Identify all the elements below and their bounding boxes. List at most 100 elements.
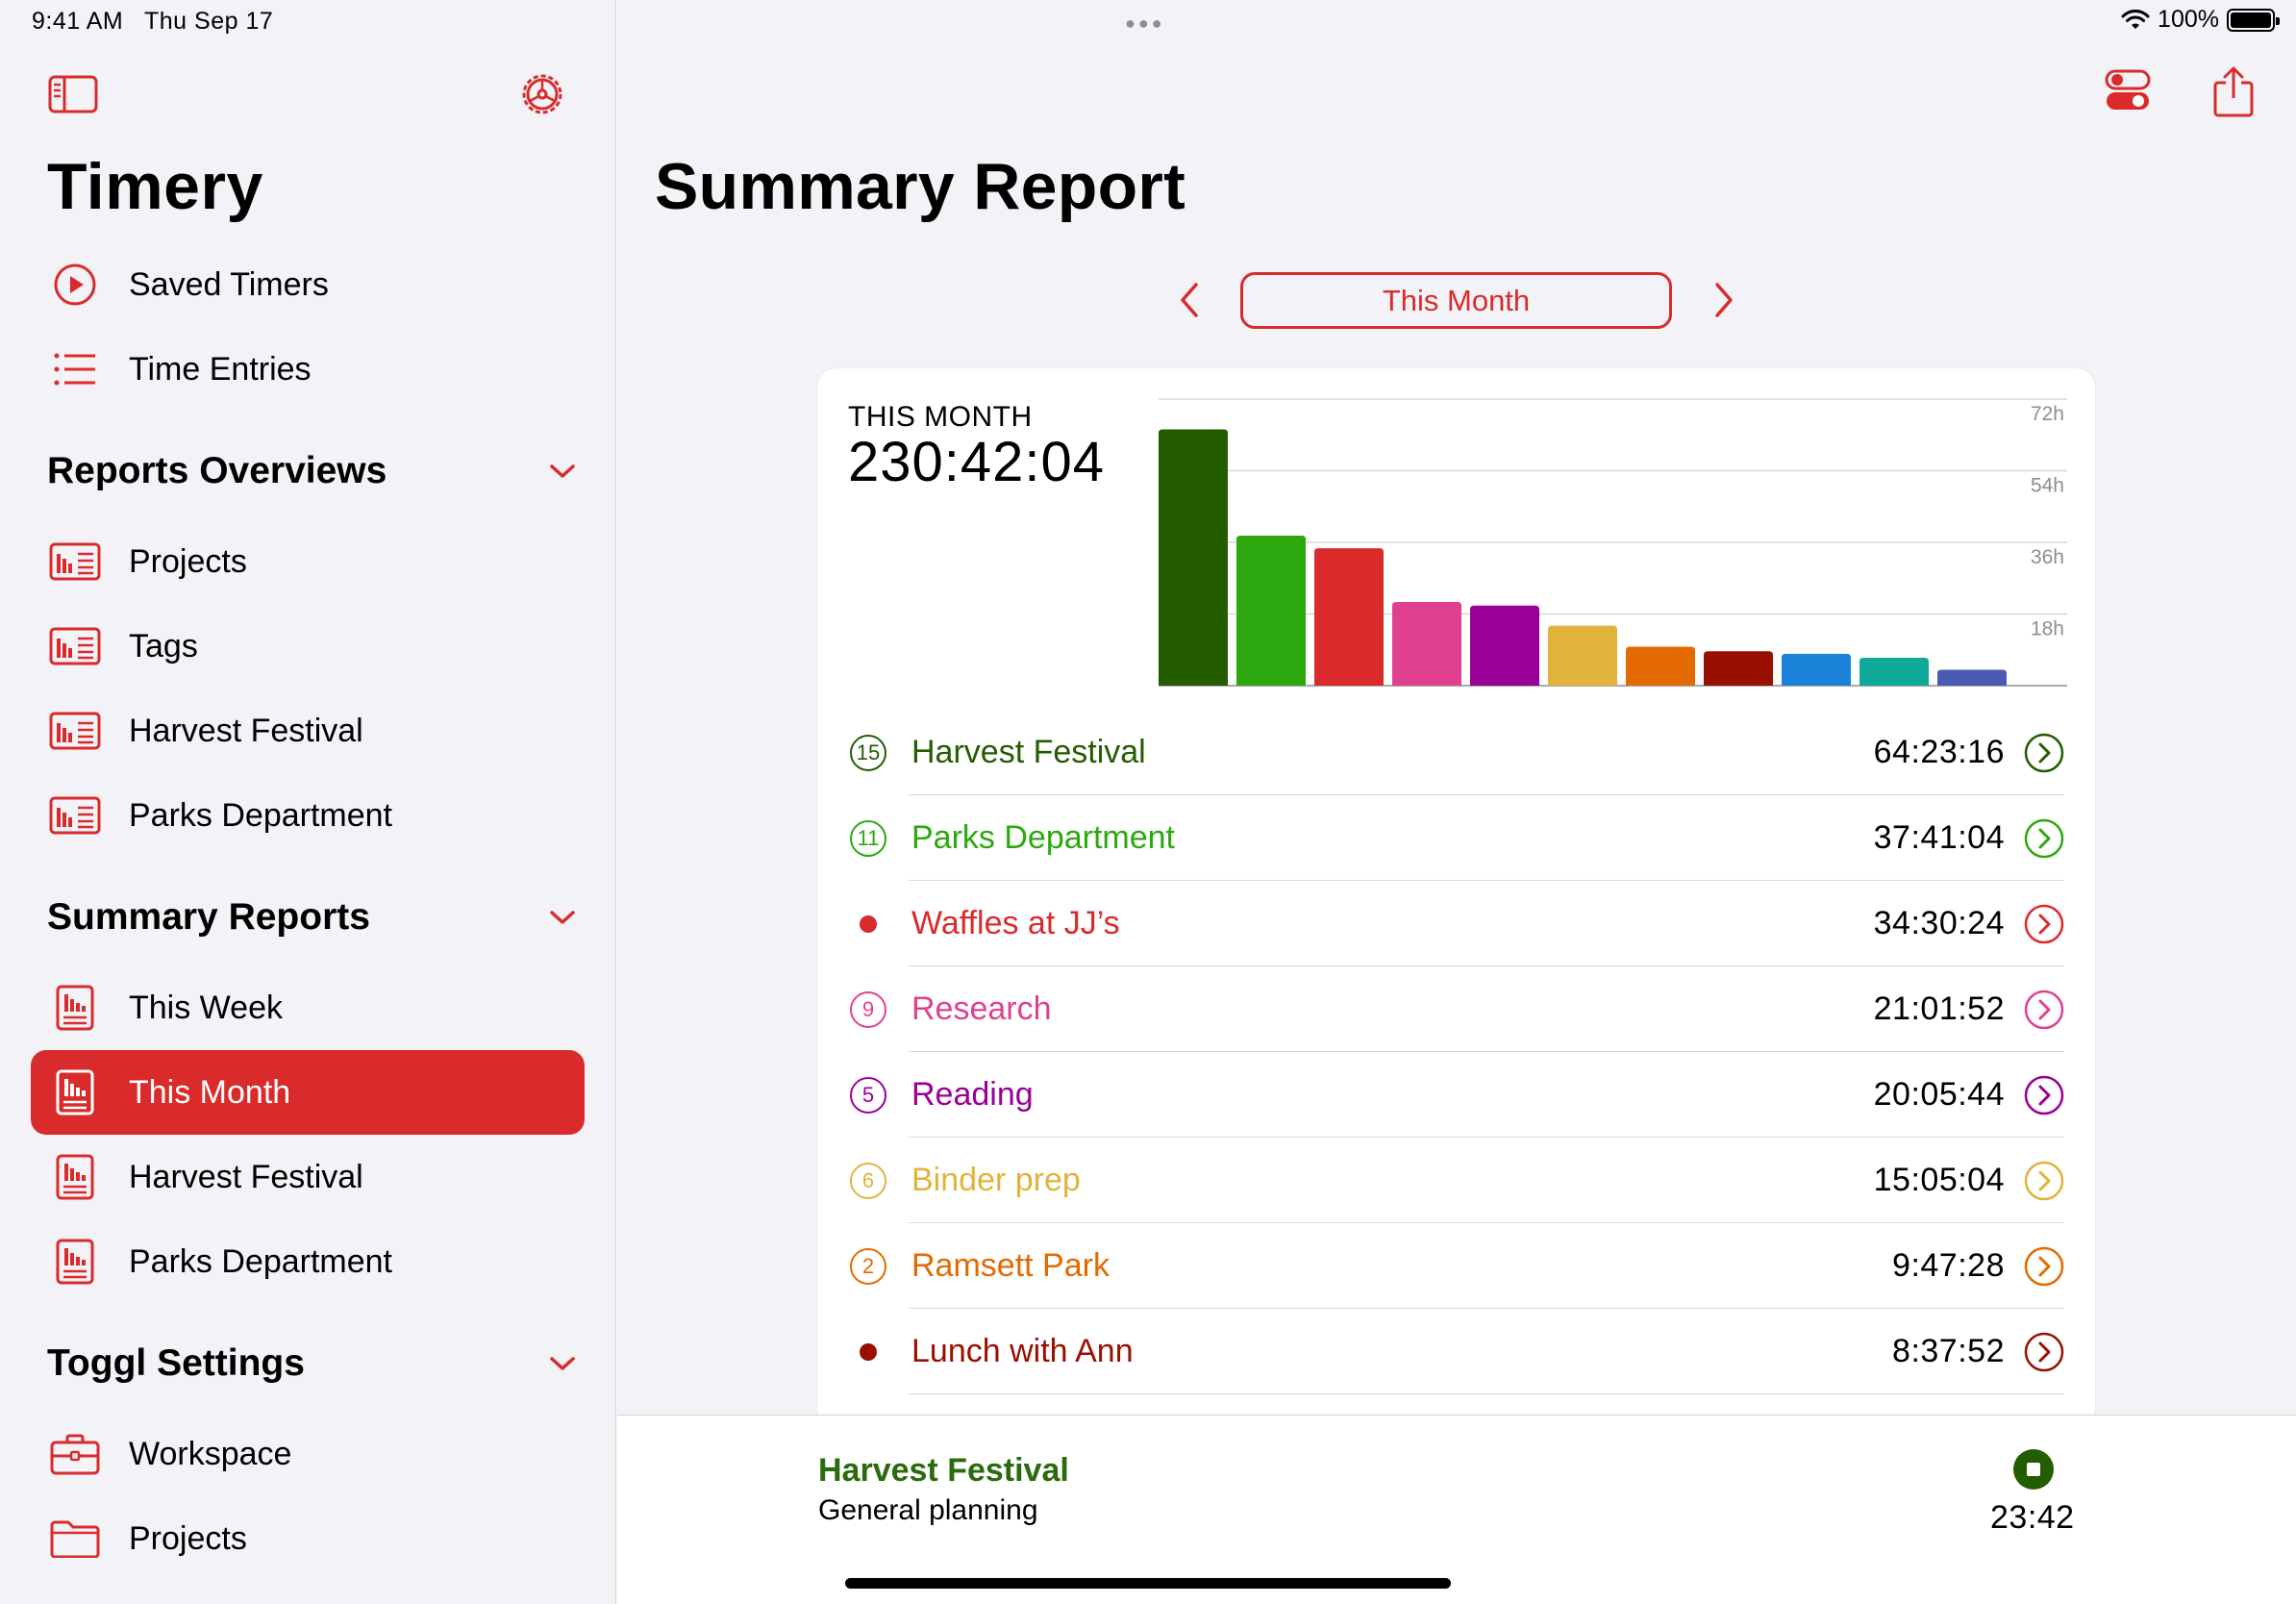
sidebar-item-projects-settings[interactable]: Projects — [31, 1496, 585, 1581]
sidebar-item-saved-timers[interactable]: Saved Timers — [31, 242, 585, 327]
project-duration: 8:37:52 — [1892, 1333, 2005, 1369]
chevron-right-circle-icon[interactable] — [2024, 1332, 2064, 1372]
sidebar-item-label: Harvest Festival — [129, 1158, 363, 1195]
row-separator — [909, 1051, 2064, 1052]
project-name: Ramsett Park — [911, 1247, 1110, 1284]
project-duration: 37:41:04 — [1873, 819, 2005, 856]
previous-period-button[interactable] — [1175, 281, 1204, 324]
project-dot — [848, 1332, 888, 1372]
project-row[interactable]: 9 Research 21:01:52 — [848, 966, 2064, 1052]
sidebar-item-tags-overview[interactable]: Tags — [31, 604, 585, 689]
y-tick-label: 54h — [2031, 475, 2064, 497]
row-separator — [909, 1308, 2064, 1309]
chevron-right-circle-icon[interactable] — [2024, 733, 2064, 773]
chevron-down-icon — [550, 1357, 575, 1370]
project-name: Harvest Festival — [911, 734, 1146, 770]
project-row[interactable]: 11 Parks Department 37:41:04 — [848, 795, 2064, 881]
project-row[interactable]: 5 Reading 20:05:44 — [848, 1052, 2064, 1138]
chart-bar — [1392, 601, 1461, 686]
report-overview-icon — [46, 712, 104, 750]
sidebar-item-label: Parks Department — [129, 796, 392, 834]
chevron-down-icon — [550, 464, 575, 478]
play-circle-icon — [46, 263, 104, 307]
sidebar-item-label: Harvest Festival — [129, 712, 363, 749]
sidebar-item-label: Parks Department — [129, 1242, 392, 1280]
chevron-right-circle-icon[interactable] — [2024, 1161, 2064, 1201]
section-header-toggl-settings[interactable]: Toggl Settings — [47, 1342, 576, 1385]
briefcase-icon — [46, 1433, 104, 1475]
sidebar-item-label: Projects — [129, 542, 247, 580]
chevron-right-circle-icon[interactable] — [2024, 818, 2064, 859]
section-title: Summary Reports — [47, 896, 370, 938]
summary-report-icon — [46, 1069, 104, 1115]
sidebar-item-parks-department-overview[interactable]: Parks Department — [31, 773, 585, 858]
project-name: Binder prep — [911, 1162, 1081, 1198]
row-separator — [909, 880, 2064, 881]
projects-bar-chart: 18h 36h 54h 72h — [1159, 398, 2067, 687]
sidebar-item-label: This Week — [129, 989, 283, 1026]
entry-count-badge: 2 — [848, 1246, 888, 1287]
sidebar-item-label: Projects — [129, 1519, 247, 1557]
chevron-right-circle-icon[interactable] — [2024, 1075, 2064, 1115]
entry-count-badge: 6 — [848, 1161, 888, 1201]
project-name: Research — [911, 990, 1052, 1027]
sidebar-item-label: Workspace — [129, 1435, 292, 1472]
project-row[interactable]: 6 Binder prep 15:05:04 — [848, 1138, 2064, 1223]
sidebar — [0, 0, 616, 1604]
sidebar-item-projects-overview[interactable]: Projects — [31, 519, 585, 604]
multitasking-dots-icon[interactable]: ●●● — [1125, 13, 1165, 33]
project-row[interactable]: Waffles at JJ’s 34:30:24 — [848, 881, 2064, 966]
status-right: 100% — [2121, 6, 2280, 34]
period-selector[interactable]: This Month — [1240, 272, 1672, 329]
sidebar-item-label: This Month — [129, 1073, 291, 1111]
share-button[interactable] — [2213, 65, 2254, 122]
wifi-icon — [2121, 9, 2150, 29]
sidebar-item-this-month[interactable]: This Month — [31, 1050, 585, 1135]
chart-bar — [1704, 651, 1773, 686]
list-icon — [46, 350, 104, 388]
project-row[interactable]: 2 Ramsett Park 9:47:28 — [848, 1223, 2064, 1309]
project-duration: 20:05:44 — [1873, 1076, 2005, 1113]
chart-bar — [1470, 605, 1539, 686]
row-separator — [909, 1137, 2064, 1138]
project-duration: 34:30:24 — [1873, 905, 2005, 941]
project-name: Waffles at JJ’s — [911, 905, 1120, 941]
period-label: THIS MONTH — [848, 401, 1033, 433]
app-title: Timery — [47, 150, 263, 223]
sidebar-item-label: Tags — [129, 627, 198, 664]
chevron-right-circle-icon[interactable] — [2024, 904, 2064, 944]
chevron-right-circle-icon[interactable] — [2024, 990, 2064, 1030]
project-duration: 15:05:04 — [1873, 1162, 2005, 1198]
chevron-down-icon — [550, 911, 575, 924]
stop-timer-button[interactable] — [2012, 1448, 2055, 1495]
sidebar-toggle-button[interactable] — [48, 75, 98, 118]
project-row[interactable]: Lunch with Ann 8:37:52 — [848, 1309, 2064, 1394]
project-row[interactable]: 15 Harvest Festival 64:23:16 — [848, 710, 2064, 795]
section-header-reports-overviews[interactable]: Reports Overviews — [47, 450, 576, 492]
status-time: 9:41 AM — [32, 8, 124, 35]
project-name: Reading — [911, 1076, 1034, 1113]
sidebar-item-harvest-festival-overview[interactable]: Harvest Festival — [31, 689, 585, 773]
chart-bar — [1548, 625, 1617, 686]
toggles-icon — [2105, 69, 2151, 110]
chevron-right-circle-icon[interactable] — [2024, 1246, 2064, 1287]
sidebar-item-workspace[interactable]: Workspace — [31, 1412, 585, 1496]
running-timer-bar[interactable] — [617, 1415, 2296, 1604]
project-duration: 64:23:16 — [1873, 734, 2005, 770]
sidebar-icon — [48, 75, 98, 113]
chart-bar — [1314, 548, 1384, 686]
section-title: Toggl Settings — [47, 1342, 305, 1384]
section-header-summary-reports[interactable]: Summary Reports — [47, 896, 576, 939]
sidebar-item-harvest-festival-summary[interactable]: Harvest Festival — [31, 1135, 585, 1219]
folder-icon — [46, 1519, 104, 1558]
sidebar-item-parks-department-summary[interactable]: Parks Department — [31, 1219, 585, 1304]
sidebar-item-this-week[interactable]: This Week — [31, 965, 585, 1050]
settings-button[interactable] — [517, 69, 567, 124]
project-duration: 21:01:52 — [1873, 990, 2005, 1027]
page-title: Summary Report — [655, 150, 1186, 223]
row-separator — [909, 965, 2064, 966]
filter-toggle-button[interactable] — [2105, 67, 2151, 118]
chart-bar — [1236, 536, 1306, 686]
sidebar-item-time-entries[interactable]: Time Entries — [31, 327, 585, 412]
next-period-button[interactable] — [1710, 281, 1738, 324]
